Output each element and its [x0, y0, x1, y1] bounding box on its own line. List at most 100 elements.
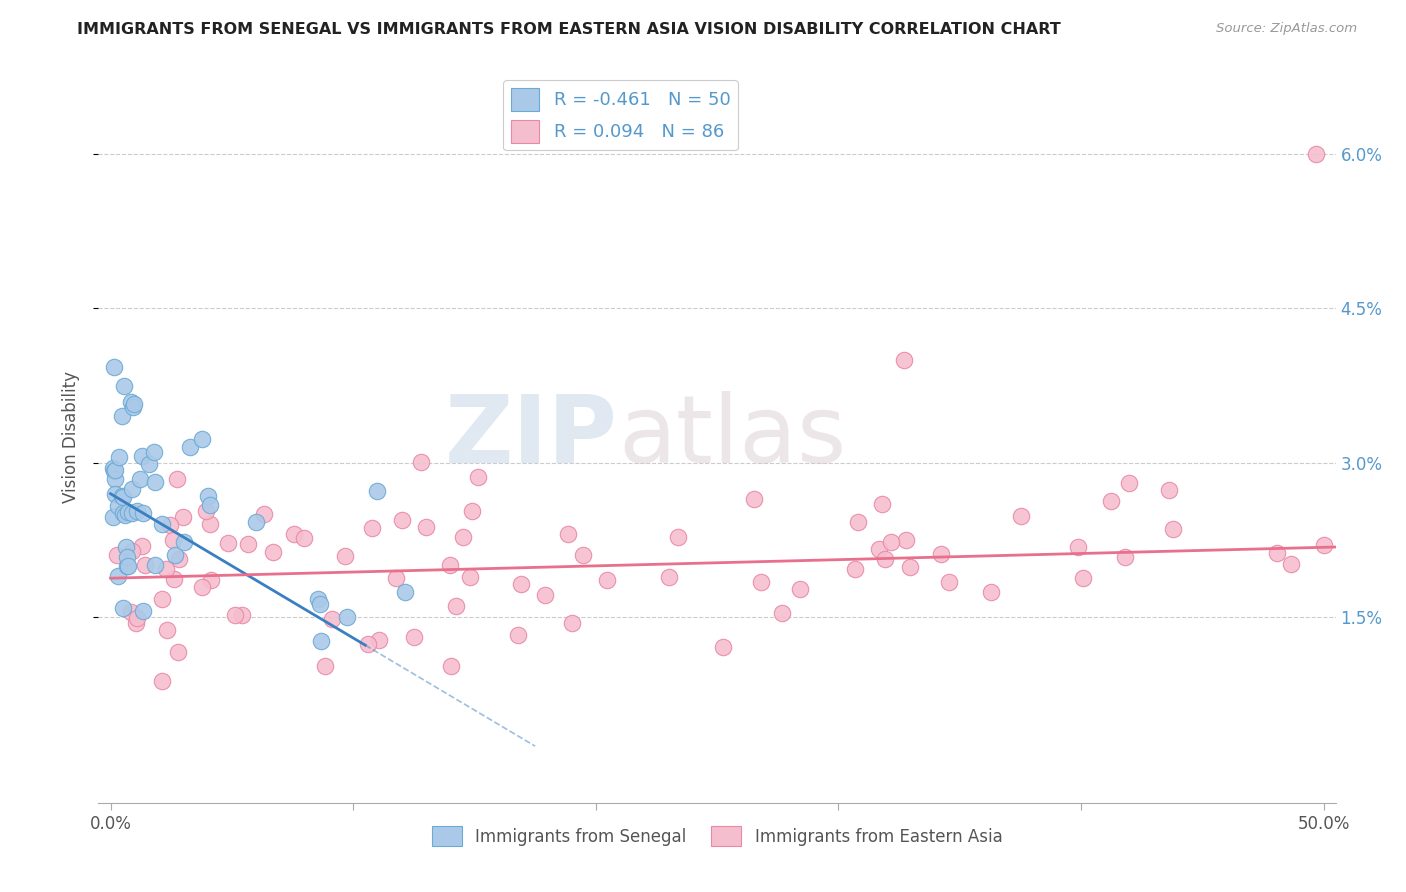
Point [143, 475, 166, 490]
Point [873, 552, 896, 566]
Point [451, 530, 474, 544]
Point [391, 513, 413, 527]
Point [101, 510, 124, 524]
Point [658, 570, 681, 584]
Point [120, 605, 142, 619]
Point [770, 606, 793, 620]
Point [1157, 483, 1180, 498]
Point [111, 506, 134, 520]
Point [1010, 508, 1032, 523]
Point [356, 637, 378, 651]
Point [510, 577, 533, 591]
Point [121, 506, 143, 520]
Point [167, 552, 190, 566]
Point [236, 537, 259, 551]
Point [868, 541, 890, 556]
Point [711, 640, 734, 655]
Point [172, 510, 194, 524]
Point [167, 644, 190, 658]
Point [1305, 146, 1327, 161]
Point [103, 359, 125, 374]
Point [190, 580, 212, 594]
Point [458, 570, 481, 584]
Point [112, 490, 135, 504]
Point [1279, 557, 1302, 571]
Legend: R = -0.461   N = 50, R = 0.094   N = 86: R = -0.461 N = 50, R = 0.094 N = 86 [503, 80, 738, 150]
Point [104, 472, 127, 486]
Point [872, 497, 894, 511]
Point [1161, 522, 1184, 536]
Point [179, 440, 201, 454]
Point [173, 535, 195, 549]
Point [152, 673, 174, 688]
Point [108, 450, 131, 465]
Point [138, 458, 160, 472]
Point [114, 508, 136, 523]
Point [898, 560, 921, 574]
Point [107, 569, 129, 583]
Point [402, 630, 425, 644]
Point [321, 612, 343, 626]
Point [444, 599, 467, 613]
Point [367, 632, 389, 647]
Point [1071, 571, 1094, 585]
Point [309, 597, 332, 611]
Point [115, 550, 138, 565]
Point [262, 545, 284, 559]
Point [571, 548, 593, 562]
Point [506, 628, 529, 642]
Point [197, 489, 219, 503]
Point [105, 548, 128, 562]
Point [103, 463, 125, 477]
Point [231, 607, 253, 622]
Point [534, 588, 557, 602]
Point [596, 573, 619, 587]
Point [128, 472, 150, 486]
Point [155, 562, 177, 576]
Point [1114, 550, 1136, 565]
Point [112, 379, 135, 393]
Point [938, 574, 960, 589]
Point [360, 521, 382, 535]
Point [156, 623, 179, 637]
Point [461, 504, 484, 518]
Point [200, 517, 222, 532]
Point [1118, 476, 1140, 491]
Point [929, 547, 952, 561]
Y-axis label: Vision Disability: Vision Disability [62, 371, 80, 503]
Point [846, 515, 869, 529]
Point [200, 498, 222, 512]
Point [120, 395, 142, 409]
Point [131, 449, 153, 463]
Point [166, 472, 188, 486]
Point [104, 487, 127, 501]
Point [134, 558, 156, 573]
Point [125, 616, 148, 631]
Point [111, 601, 134, 615]
Point [366, 483, 388, 498]
Point [114, 540, 136, 554]
Point [1067, 540, 1090, 554]
Point [467, 470, 489, 484]
Point [122, 400, 145, 414]
Point [385, 571, 408, 585]
Point [145, 558, 167, 573]
Point [115, 559, 138, 574]
Point [666, 530, 689, 544]
Point [127, 504, 149, 518]
Point [190, 432, 212, 446]
Text: atlas: atlas [619, 391, 846, 483]
Point [880, 534, 903, 549]
Point [844, 562, 866, 576]
Point [1312, 538, 1334, 552]
Point [336, 610, 359, 624]
Text: Source: ZipAtlas.com: Source: ZipAtlas.com [1216, 22, 1357, 36]
Text: IMMIGRANTS FROM SENEGAL VS IMMIGRANTS FROM EASTERN ASIA VISION DISABILITY CORREL: IMMIGRANTS FROM SENEGAL VS IMMIGRANTS FR… [77, 22, 1062, 37]
Point [314, 659, 336, 673]
Point [111, 409, 134, 423]
Point [104, 463, 127, 477]
Point [744, 492, 766, 507]
Point [894, 533, 917, 548]
Point [121, 482, 143, 496]
Point [561, 615, 583, 630]
